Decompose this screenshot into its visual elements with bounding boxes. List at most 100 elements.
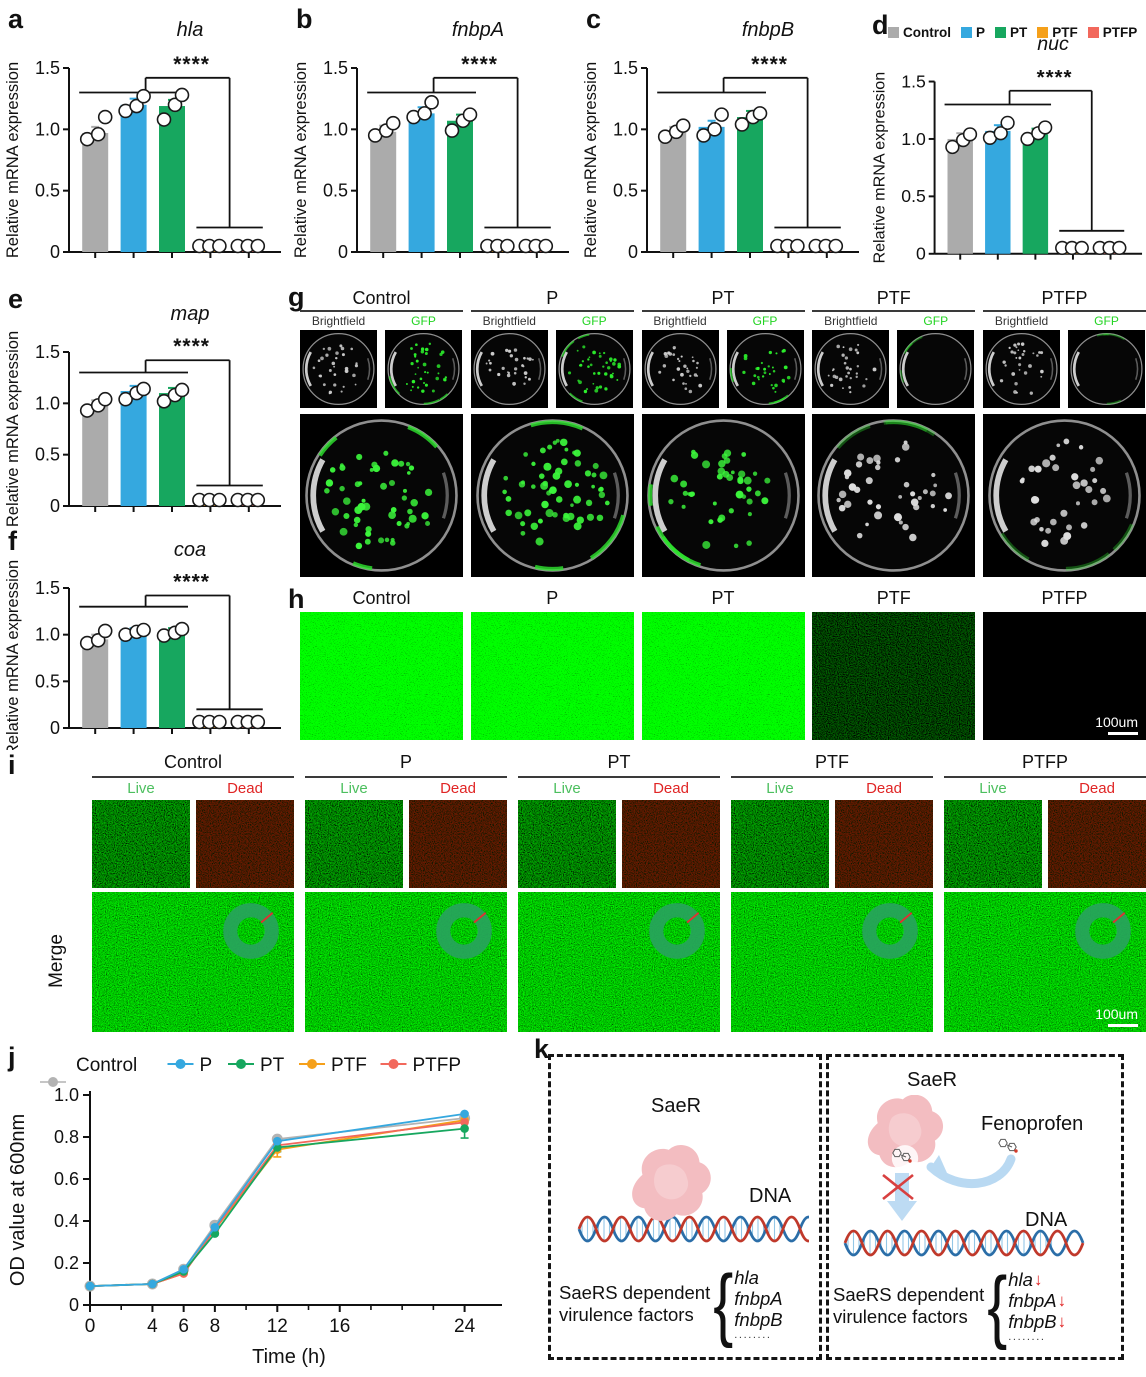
caption-text-right: SaeRS dependent virulence factors: [833, 1284, 984, 1328]
legend-label: Control: [903, 25, 951, 40]
h-group-title-P: P: [546, 588, 559, 608]
g-group-underline: [641, 310, 805, 312]
svg-text:0: 0: [338, 242, 348, 262]
bar-chart-fnbpA: 0 0.5 1.0 1.5 Relative mRNA expression fnbpA *…: [292, 19, 569, 262]
svg-text:Time (h): Time (h): [252, 1346, 326, 1368]
i-live-image-P: [305, 800, 403, 888]
g-brightfield-dish-PT: [641, 330, 719, 408]
i-live-image-Control: [92, 800, 190, 888]
gfp-label: GFP: [411, 314, 436, 328]
h-group-title-Control: Control: [352, 588, 411, 608]
svg-text:0.5: 0.5: [35, 671, 60, 691]
g-plate-Control: [300, 414, 463, 577]
g-gfp-dish-PT: [726, 330, 804, 408]
svg-text:1.5: 1.5: [613, 58, 638, 78]
svg-text:OD value at 600nm: OD value at 600nm: [7, 1114, 29, 1286]
h-group-title-PTFP: PTFP: [1041, 588, 1088, 608]
live-dead-donut: [649, 903, 705, 959]
legend-item-P: P: [961, 25, 985, 40]
svg-text:1.0: 1.0: [35, 119, 60, 139]
bar-chart-coa: 0 0.5 1.0 1.5 Relative mRNA expression coa ***…: [4, 539, 281, 750]
svg-text:0.5: 0.5: [901, 186, 926, 206]
i-group-title-PTF: PTF: [815, 752, 849, 772]
svg-text:0: 0: [50, 242, 60, 262]
svg-text:1.5: 1.5: [323, 58, 348, 78]
i-merge-image-PTFP: 100um: [944, 892, 1146, 1032]
svg-text:1.0: 1.0: [35, 625, 60, 645]
g-group-title-P: P: [546, 288, 559, 308]
legend-swatch: [961, 27, 972, 38]
svg-text:24: 24: [454, 1316, 476, 1337]
legend-swatch: [1087, 27, 1099, 38]
bar-chart-map: 0 0.5 1.0 1.5 Relative mRNA expression map ***…: [4, 303, 281, 527]
svg-text:Relative mRNA expression: Relative mRNA expression: [4, 331, 22, 527]
brightfield-label: Brightfield: [311, 314, 366, 328]
live-label: Live: [553, 780, 581, 797]
gene-list-left: hla fnbpA fnbpB........: [734, 1267, 782, 1341]
svg-text:0: 0: [50, 718, 60, 738]
live-dead-donut: [223, 903, 279, 959]
svg-text:PTFP: PTFP: [413, 1055, 462, 1076]
panel-d-label: d: [872, 10, 889, 40]
svg-text:nuc: nuc: [1037, 33, 1069, 55]
panel-b-label: b: [296, 4, 313, 34]
svg-text:0.5: 0.5: [35, 445, 60, 465]
i-live-image-PT: [518, 800, 616, 888]
svg-text:P: P: [200, 1055, 213, 1076]
svg-text:0: 0: [916, 244, 926, 264]
svg-text:1.5: 1.5: [35, 342, 60, 362]
i-dead-image-PTFP: [1048, 800, 1146, 888]
live-label: Live: [127, 780, 155, 797]
legend-label: PTF: [1052, 25, 1078, 40]
g-group-title-PTFP: PTFP: [1041, 288, 1088, 308]
svg-text:****: ****: [173, 335, 210, 358]
svg-text:Relative mRNA expression: Relative mRNA expression: [4, 62, 22, 258]
gene-list-right: hla ↓ fnbpA ↓ fnbpB ↓........: [1008, 1269, 1066, 1343]
svg-text:****: ****: [1037, 66, 1073, 89]
svg-text:0: 0: [69, 1295, 79, 1315]
panel-h-label: h: [288, 584, 305, 614]
gfp-label: GFP: [752, 314, 778, 328]
g-gfp-dish-Control: [385, 330, 462, 408]
fenoprofen-label: Fenoprofen: [981, 1113, 1084, 1135]
g-brightfield-dish-P: [470, 330, 548, 408]
svg-text:Relative mRNA expression: Relative mRNA expression: [582, 62, 600, 258]
h-group-title-PT: PT: [711, 588, 735, 608]
svg-text:16: 16: [329, 1316, 350, 1337]
svg-text:1.0: 1.0: [54, 1085, 79, 1105]
svg-text:0: 0: [85, 1316, 96, 1337]
svg-text:0.5: 0.5: [35, 181, 60, 201]
live-label: Live: [766, 780, 794, 797]
svg-text:1.0: 1.0: [901, 129, 926, 149]
saer-label-left: SaeR: [651, 1095, 702, 1117]
i-dead-image-PT: [622, 800, 720, 888]
panel-j-label: j: [8, 1042, 16, 1072]
caption-line1-right: SaeRS dependent: [833, 1283, 985, 1305]
bar-chart-fnbpB: 0 0.5 1.0 1.5 Relative mRNA expression fnbpB *…: [582, 19, 859, 262]
svg-text:0.5: 0.5: [613, 181, 638, 201]
live-dead-donut: [436, 903, 492, 959]
svg-text:12: 12: [267, 1316, 288, 1337]
svg-text:1.0: 1.0: [35, 393, 60, 413]
i-group-underline: [305, 776, 507, 778]
svg-text:0: 0: [50, 496, 60, 516]
panel-f-label: f: [8, 526, 17, 556]
legend-item-PTFP: PTFP: [1087, 25, 1137, 40]
g-plate-PT: [641, 414, 805, 577]
svg-text:****: ****: [751, 53, 788, 76]
svg-text:fnbpB: fnbpB: [742, 19, 794, 41]
svg-text:coa: coa: [174, 539, 206, 561]
panel-g-label: g: [288, 282, 305, 312]
svg-text:0.4: 0.4: [54, 1211, 79, 1231]
h-image-PTF: [812, 612, 976, 740]
g-group-underline: [812, 310, 976, 312]
dead-label: Dead: [866, 780, 902, 797]
brightfield-label: Brightfield: [482, 314, 536, 328]
g-gfp-dish-PTFP: [1068, 330, 1145, 408]
gfp-label: GFP: [923, 314, 949, 328]
g-plate-PTFP: [983, 414, 1146, 577]
svg-text:0: 0: [628, 242, 638, 262]
live-dead-donut: [1075, 903, 1131, 959]
virulence-caption-right: SaeRS dependent virulence factors { hla ↓…: [833, 1265, 1066, 1346]
